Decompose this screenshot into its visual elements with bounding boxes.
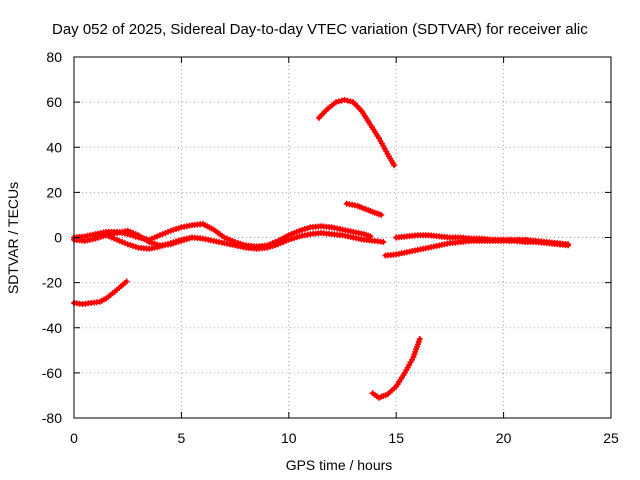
y-tick-label: 80 [46, 49, 62, 65]
data-point [189, 234, 196, 241]
data-point [391, 162, 398, 169]
series-arc-lower [369, 336, 423, 401]
y-tick-label: -80 [42, 410, 62, 426]
data-point [344, 97, 351, 104]
data-point [335, 98, 342, 105]
x-tick-label: 20 [496, 430, 512, 446]
x-tick-label: 15 [388, 430, 404, 446]
series-start-low [71, 278, 130, 308]
chart-title: Day 052 of 2025, Sidereal Day-to-day VTE… [52, 21, 588, 38]
y-tick-label: 0 [54, 230, 62, 246]
x-tick-label: 25 [603, 430, 619, 446]
data-point [416, 336, 423, 342]
series-arc-upper [315, 96, 398, 169]
x-tick-label: 0 [70, 430, 78, 446]
data-point [380, 239, 387, 245]
data-point [123, 278, 130, 285]
y-tick-label: -40 [42, 320, 62, 336]
y-axis-label: SDTVAR / TECUs [5, 182, 21, 294]
series-band-c [92, 227, 196, 249]
data-layer [71, 96, 571, 401]
data-point [565, 241, 571, 248]
y-tick-label: -60 [42, 365, 62, 381]
data-point [378, 211, 385, 218]
y-tick-label: 40 [46, 139, 62, 155]
x-axis-label: GPS time / hours [286, 457, 393, 473]
x-tick-label: 5 [178, 430, 186, 446]
ticks: 0 5 10 15 20 25 -80 -60 -40 -20 0 20 40 60 80 [42, 49, 619, 446]
y-tick-label: 60 [46, 94, 62, 110]
series-band-late-2 [393, 232, 571, 248]
y-tick-label: 20 [46, 184, 62, 200]
y-tick-label: -20 [42, 275, 62, 291]
data-point [367, 233, 374, 240]
series-mid-rise [343, 200, 385, 218]
x-tick-label: 10 [281, 430, 297, 446]
